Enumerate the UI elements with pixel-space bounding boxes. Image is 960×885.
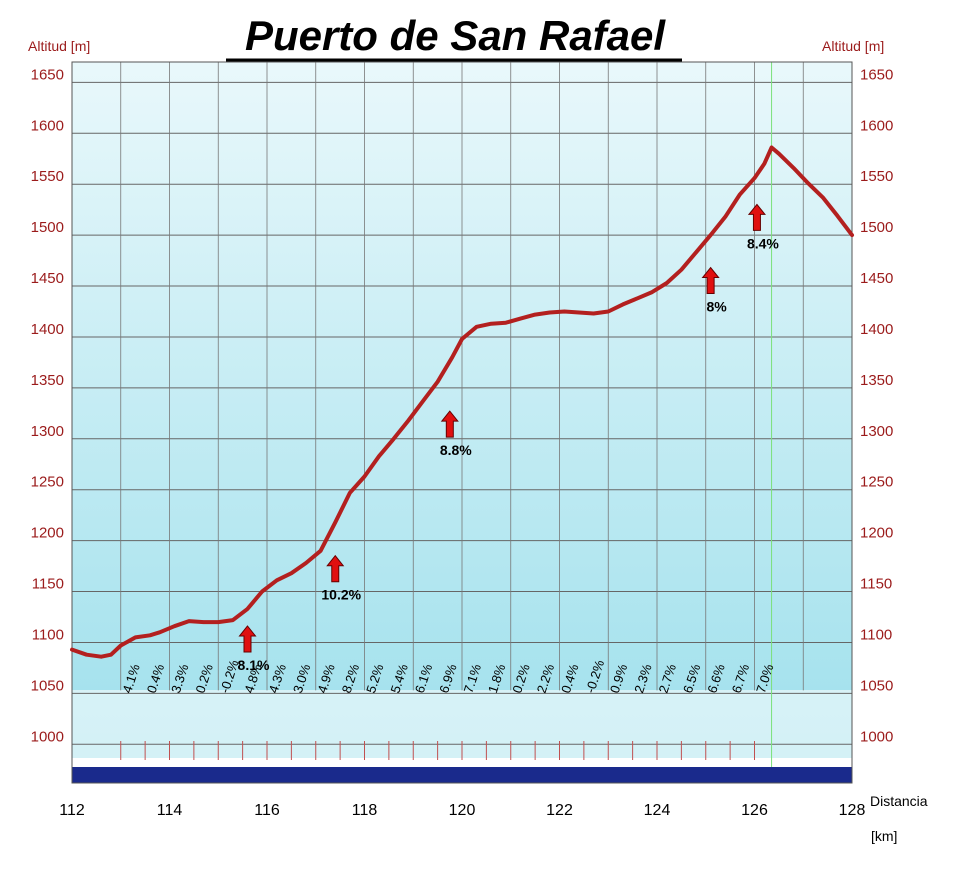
x-axis-label: Distancia [870,793,928,809]
x-axis: 112 114 116 118 120 122 124 126 128 [59,802,865,819]
gradient-annotation-label: 8.8% [440,442,472,458]
y-tick-label-left: 1250 [31,474,64,491]
y-tick-label-left: 1050 [31,677,64,694]
y-tick-label-left: 1100 [32,626,64,643]
x-tick-label: 124 [644,802,671,819]
y-tick-label-right: 1350 [860,372,893,389]
y-tick-label-right: 1550 [860,168,893,185]
y-tick-label-left: 1200 [31,525,64,542]
plot-frame [71,61,853,784]
x-tick-label: 116 [254,802,280,819]
x-tick-label: 118 [352,802,378,819]
x-tick-label: 128 [839,802,866,819]
gradient-arrow-icon [238,625,257,653]
y-tick-label-left: 1400 [31,321,64,338]
y-tick-label-left: 1550 [31,168,64,185]
y-tick-label-right: 1100 [860,626,892,643]
grid-lines [72,62,852,745]
gradient-arrow-icon [747,203,766,231]
y-tick-label-right: 1450 [860,270,893,287]
y-tick-label-right: 1050 [860,677,893,694]
x-tick-label: 112 [59,802,85,819]
y-axis-label-right: Altitud [m] [822,38,884,54]
y-axis-right: 1000 1050 1100 1150 1200 1250 1300 1350 1400 1450… [860,66,893,745]
y-tick-label-right: 1250 [860,474,893,491]
y-tick-label-right: 1300 [860,423,893,440]
y-tick-label-left: 1600 [31,117,64,134]
y-tick-label-right: 1600 [860,117,893,134]
gradient-arrow-icon [701,266,720,295]
x-tick-label: 122 [546,802,573,819]
elevation-profile-line [70,145,854,659]
y-tick-label-right: 1200 [860,525,893,542]
x-tick-label: 114 [157,802,183,819]
y-axis-left: 1000 1050 1100 1150 1200 1250 1300 1350 1400 1450… [31,66,64,745]
chart-title: Puerto de San Rafael [245,12,666,59]
y-tick-label-left: 1000 [31,728,64,745]
gradient-arrow-icon [440,410,459,438]
y-tick-label-right: 1400 [860,321,893,338]
y-tick-label-right: 1000 [860,728,893,745]
y-tick-label-left: 1300 [31,423,64,440]
x-axis-unit: [km] [871,828,897,844]
y-tick-label-right: 1650 [860,66,893,83]
grade-tick-marks [120,741,755,760]
y-tick-label-left: 1650 [31,66,64,83]
y-tick-label-right: 1500 [860,219,893,236]
y-tick-label-left: 1350 [31,372,64,389]
y-tick-label-right: 1150 [860,576,892,593]
gradient-annotation-label: 8.4% [747,235,779,251]
y-tick-label-left: 1150 [32,576,64,593]
baseline-bar [72,767,852,783]
gradient-arrow-icon [326,554,345,583]
y-tick-label-left: 1450 [31,270,64,287]
x-tick-label: 126 [741,802,768,819]
gradient-annotation-label: 8% [707,299,728,315]
y-axis-label-left: Altitud [m] [28,38,90,54]
gradient-annotations: 8.1% 10.2% 8.8% 8% 8.4% [238,203,779,673]
gradient-annotation-label: 8.1% [238,657,270,673]
x-tick-label: 120 [449,802,476,819]
y-tick-label-left: 1500 [31,219,64,236]
gradient-annotation-label: 10.2% [321,587,361,603]
